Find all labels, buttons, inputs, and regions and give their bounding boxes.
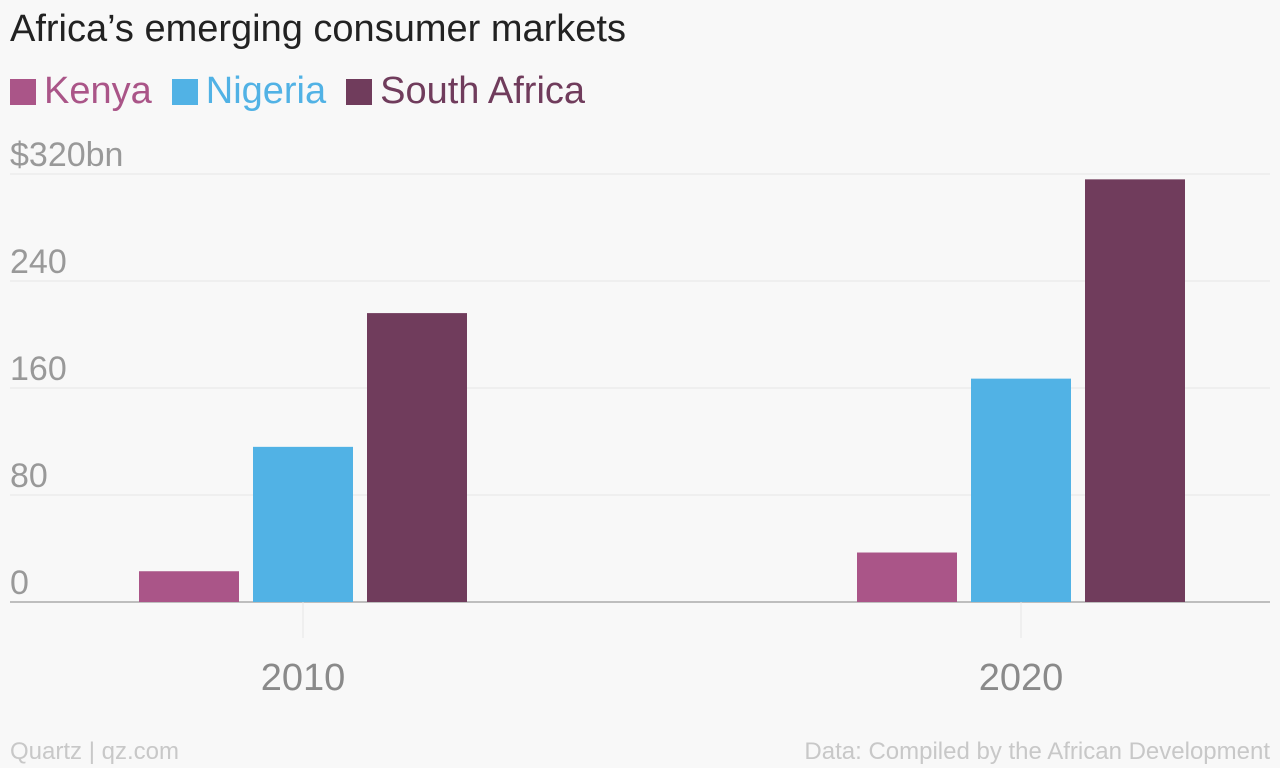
bar-nigeria-2020 [971,378,1071,602]
legend-item-nigeria: Nigeria [171,70,327,113]
x-tick-label: 2010 [261,657,346,699]
footer-source-right: Data: Compiled by the African Developmen… [804,738,1270,765]
legend-label-nigeria: Nigeria [205,70,327,112]
legend-swatch-kenya [10,78,36,105]
legend-label-kenya: Kenya [44,70,152,112]
bar-nigeria-2010 [253,446,353,602]
y-tick-label: 240 [10,243,67,281]
x-tick-label: 2020 [979,657,1064,699]
bar-south-africa-2010 [367,313,467,602]
y-tick-label: 160 [10,350,67,388]
bar-kenya-2020 [857,552,957,602]
y-tick-label: 0 [10,564,29,602]
chart-title: Africa’s emerging consumer markets [10,8,626,50]
legend: Kenya Nigeria South Africa [10,70,605,113]
legend-label-south-africa: South Africa [380,70,586,112]
footer-source-left: Quartz | qz.com [10,738,179,765]
legend-item-kenya: Kenya [10,70,152,113]
bar-kenya-2010 [139,571,239,602]
y-tick-label: $320bn [10,136,123,174]
legend-swatch-nigeria [171,78,198,105]
legend-swatch-south-africa [346,78,373,105]
bar-south-africa-2020 [1085,179,1185,602]
y-tick-label: 80 [10,457,48,495]
legend-item-south-africa: South Africa [346,70,585,113]
